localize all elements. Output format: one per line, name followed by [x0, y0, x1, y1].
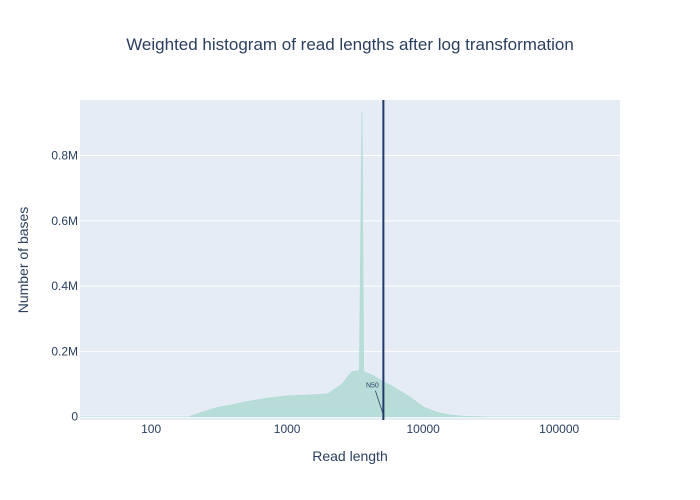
- x-axis-title: Read length: [312, 448, 388, 464]
- histogram-area: [79, 112, 621, 418]
- x-tick-label: 100: [141, 422, 161, 436]
- x-tick-label: 100000: [539, 422, 579, 436]
- x-tick-label: 10000: [406, 422, 440, 436]
- y-tick-labels: 0 0.2M 0.4M 0.6M 0.8M: [51, 149, 78, 424]
- chart-title: Weighted histogram of read lengths after…: [126, 35, 574, 54]
- n50-annotation-arrow: [375, 390, 384, 415]
- y-axis-title: Number of bases: [15, 207, 31, 314]
- y-tick-label: 0.4M: [51, 279, 78, 293]
- annotation-layer: N50: [366, 383, 384, 415]
- y-tick-label: 0.6M: [51, 214, 78, 228]
- n50-annotation-label: N50: [366, 383, 379, 390]
- plot-area: [80, 100, 620, 420]
- y-tick-label: 0.2M: [51, 344, 78, 358]
- x-tick-label: 1000: [274, 422, 301, 436]
- area-layer: [79, 112, 621, 418]
- y-tick-label: 0.8M: [51, 149, 78, 163]
- x-tick-labels: 100 1000 10000 100000: [141, 422, 579, 436]
- y-tick-label: 0: [71, 410, 78, 424]
